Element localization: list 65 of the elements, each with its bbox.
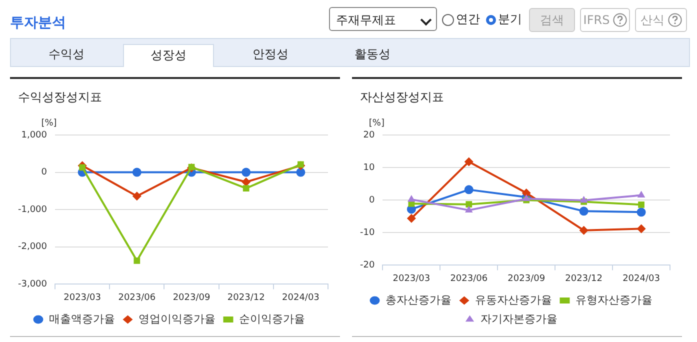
point — [638, 201, 644, 208]
legend-label: 자기자본증가율 — [480, 312, 558, 326]
text: 분기 — [498, 12, 522, 26]
chart-title: 자산성장성지표 — [360, 89, 444, 106]
point — [464, 157, 474, 166]
point — [242, 168, 251, 177]
point — [579, 206, 588, 216]
chart-title: 수익성장성지표 — [18, 89, 102, 106]
point — [466, 201, 472, 208]
y-tick-label: -1,000 — [18, 204, 48, 215]
point — [579, 226, 588, 235]
y-tick-label: 10 — [363, 162, 375, 173]
legend-label: 매출액증가율 — [48, 312, 115, 326]
text: 검색 — [529, 8, 575, 32]
text: 성장성 — [123, 44, 214, 67]
x-tick-label: 2023/03 — [392, 274, 430, 284]
text: 투자분석 — [10, 14, 66, 32]
text: 연간 — [456, 12, 480, 26]
y-tick-label: 1,000 — [21, 130, 48, 140]
point — [134, 258, 140, 264]
y-tick-label: -10 — [360, 228, 375, 238]
point — [580, 196, 588, 203]
x-tick-label: 2023/06 — [118, 292, 156, 303]
text: 안정성 — [252, 46, 290, 63]
x-tick-label: 2023/09 — [508, 274, 546, 284]
x-tick-label: 2023/12 — [227, 292, 265, 303]
x-tick-label: 2023/12 — [565, 274, 603, 284]
legend-label: 영업이익증가율 — [138, 312, 216, 326]
text: 산식 — [635, 8, 687, 32]
x-tick-label: 2023/06 — [450, 274, 488, 284]
legend-label: 순이익증가율 — [238, 312, 305, 326]
x-tick-label: 2023/03 — [64, 292, 102, 303]
y-tick-label: 20 — [363, 130, 375, 140]
point — [132, 168, 142, 177]
x-tick-label: 2024/03 — [282, 292, 320, 303]
point — [637, 190, 646, 198]
point — [242, 178, 251, 186]
point — [296, 168, 306, 177]
y-tick-label: -3,000 — [18, 280, 48, 290]
legend-label: 유동자산증가율 — [474, 293, 552, 306]
text: 주재무제표 — [329, 7, 437, 31]
point — [636, 208, 646, 217]
legend-label: 유형자산증가율 — [575, 293, 652, 306]
y-tick-label: 0 — [41, 168, 48, 178]
point — [298, 161, 304, 168]
point — [464, 185, 474, 194]
text: 수익성 — [48, 46, 86, 63]
x-tick-label: 2024/03 — [622, 274, 660, 284]
point — [464, 206, 473, 212]
point — [79, 164, 86, 171]
y-axis-title: [%] — [41, 118, 57, 128]
text: 활동성 — [354, 46, 392, 63]
point — [408, 194, 416, 202]
y-axis-title: [%] — [368, 118, 384, 128]
y-tick-label: -2,000 — [18, 242, 48, 252]
point — [242, 185, 250, 192]
point — [636, 224, 646, 234]
point — [132, 192, 142, 201]
point — [406, 214, 416, 223]
x-tick-label: 2023/09 — [172, 292, 210, 303]
y-tick-label: 0 — [368, 195, 375, 206]
point — [522, 188, 531, 198]
text: IFRS — [580, 8, 630, 32]
y-tick-label: -20 — [360, 260, 375, 271]
legend-label: 총자산증가율 — [385, 293, 452, 306]
